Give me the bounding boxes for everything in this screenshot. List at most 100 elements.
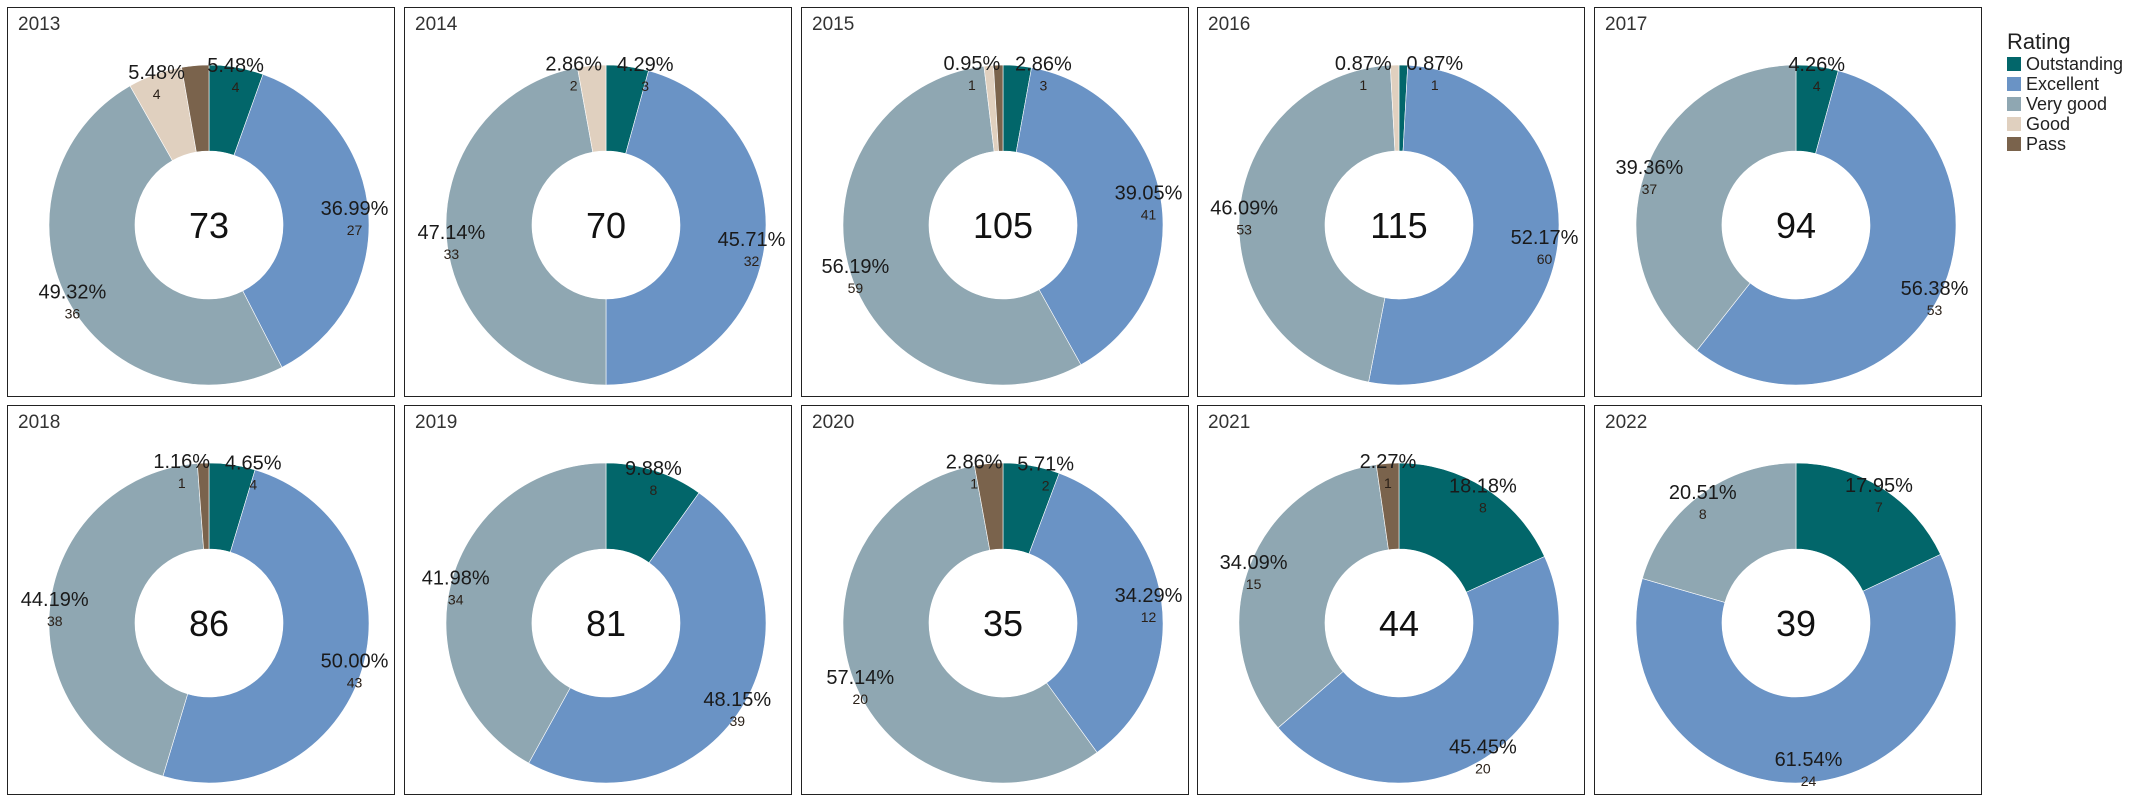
count-label: 4 [1813, 78, 1821, 94]
percent-label: 57.14% [826, 667, 894, 689]
count-label: 32 [744, 253, 760, 269]
panel-title: 2018 [18, 412, 61, 433]
legend-swatch [2007, 77, 2021, 91]
donut-chart: 94 4.26% 4 56.38% 53 39.36% 37 [1615, 54, 1969, 386]
panel-title: 2016 [1208, 14, 1251, 35]
legend-label: Outstanding [2026, 54, 2124, 74]
donut-panel-2014: 70 4.29% 3 45.71% 32 47.14% 33 2.86% 2 2014 [404, 7, 792, 397]
legend-item: Very good [2007, 94, 2123, 114]
donut-panel-2020: 35 5.71% 2 34.29% 12 57.14% 20 2.86% 1 2020 [801, 405, 1189, 795]
count-label: 4 [232, 79, 240, 95]
count-label: 27 [347, 222, 363, 238]
percent-label: 1.16% [153, 451, 210, 473]
percent-label: 52.17% [1511, 227, 1579, 249]
donut-hole [1722, 549, 1870, 697]
panel-title: 2017 [1605, 14, 1648, 35]
count-label: 53 [1927, 302, 1943, 318]
percent-label: 2.86% [545, 53, 602, 75]
donut-panel-2016: 115 0.87% 1 52.17% 60 46.09% 53 0.87% 1 2016 [1197, 7, 1585, 397]
count-label: 1 [1384, 475, 1392, 491]
donut-hole [1722, 151, 1870, 299]
legend-swatch [2007, 57, 2021, 71]
percent-label: 47.14% [418, 222, 486, 244]
count-label: 7 [1875, 499, 1883, 515]
count-label: 34 [448, 591, 464, 607]
panel-title: 2021 [1208, 412, 1251, 433]
legend-title: Rating [2007, 29, 2071, 54]
percent-label: 50.00% [321, 651, 389, 673]
donut-panel-2015: 105 2.86% 3 39.05% 41 56.19% 59 0.95% 1 2015 [801, 7, 1189, 397]
count-label: 4 [153, 86, 161, 102]
center-total: 115 [1370, 205, 1427, 246]
percent-label: 49.32% [39, 282, 107, 304]
percent-label: 34.29% [1115, 585, 1183, 607]
count-label: 3 [641, 78, 649, 94]
center-total: 81 [586, 603, 626, 644]
legend-items: Outstanding Excellent Very good Good Pass [2007, 54, 2123, 154]
center-total: 86 [189, 603, 229, 644]
count-label: 33 [444, 246, 460, 262]
center-total: 105 [973, 205, 1033, 246]
percent-label: 5.71% [1017, 453, 1074, 475]
percent-label: 9.88% [625, 458, 682, 480]
count-label: 12 [1141, 609, 1157, 625]
percent-label: 5.48% [128, 62, 185, 84]
percent-label: 56.38% [1901, 278, 1969, 300]
percent-label: 2.86% [1015, 53, 1072, 75]
count-label: 24 [1801, 773, 1817, 789]
percent-label: 18.18% [1449, 475, 1517, 497]
percent-label: 2.86% [946, 451, 1003, 473]
donut-chart: 115 0.87% 1 52.17% 60 46.09% 53 0.87% 1 [1210, 53, 1579, 386]
donut-chart: 86 4.65% 4 50.00% 43 44.19% 38 1.16% 1 [21, 451, 389, 784]
count-label: 59 [848, 280, 864, 296]
donut-panel-2021: 44 18.18% 8 45.45% 20 34.09% 15 2.27% 1 2021 [1197, 405, 1585, 795]
donut-chart: 73 5.48% 4 36.99% 27 49.32% 36 5.48% 4 [39, 55, 389, 386]
donut-chart: 44 18.18% 8 45.45% 20 34.09% 15 2.27% 1 [1220, 451, 1560, 784]
donut-chart: 105 2.86% 3 39.05% 41 56.19% 59 0.95% 1 [821, 53, 1183, 386]
legend-swatch [2007, 137, 2021, 151]
legend-item: Outstanding [2007, 54, 2123, 74]
percent-label: 45.71% [718, 229, 786, 251]
count-label: 1 [178, 475, 186, 491]
count-label: 53 [1236, 221, 1252, 237]
panel-title: 2022 [1605, 412, 1648, 433]
legend-item: Pass [2007, 134, 2123, 154]
percent-label: 36.99% [321, 198, 389, 220]
donut-panel-2013: 73 5.48% 4 36.99% 27 49.32% 36 5.48% 4 2013 [7, 7, 395, 397]
count-label: 15 [1246, 576, 1262, 592]
donut-chart: 81 9.88% 8 48.15% 39 41.98% 34 [422, 458, 771, 784]
percent-label: 39.36% [1615, 157, 1683, 179]
donut-chart: 35 5.71% 2 34.29% 12 57.14% 20 2.86% 1 [826, 451, 1183, 784]
center-total: 44 [1379, 603, 1419, 644]
donut-hole [532, 151, 680, 299]
center-total: 73 [189, 205, 229, 246]
percent-label: 2.27% [1360, 451, 1417, 473]
count-label: 43 [347, 675, 363, 691]
count-label: 36 [65, 306, 81, 322]
legend-swatch [2007, 97, 2021, 111]
count-label: 41 [1141, 207, 1157, 223]
panel-title: 2019 [415, 412, 458, 433]
panel-title: 2013 [18, 14, 61, 35]
legend-label: Good [2026, 114, 2071, 134]
donut-hole [1325, 549, 1473, 697]
count-label: 1 [1431, 77, 1439, 93]
count-label: 8 [1479, 499, 1487, 515]
percent-label: 4.26% [1788, 54, 1845, 76]
legend: Rating Outstanding Excellent Very good Good… [2007, 30, 2123, 154]
center-total: 94 [1776, 205, 1816, 246]
donut-panel-2017: 94 4.26% 4 56.38% 53 39.36% 37 2017 [1594, 7, 1982, 397]
count-label: 2 [1042, 477, 1050, 493]
donut-hole [532, 549, 680, 697]
count-label: 2 [570, 77, 578, 93]
percent-label: 45.45% [1449, 737, 1517, 759]
legend-label: Excellent [2026, 74, 2100, 94]
donut-hole [929, 549, 1077, 697]
percent-label: 46.09% [1210, 197, 1278, 219]
legend-swatch [2007, 117, 2021, 131]
donut-hole [135, 549, 283, 697]
percent-label: 0.87% [1406, 53, 1463, 75]
count-label: 8 [649, 482, 657, 498]
percent-label: 0.87% [1335, 53, 1392, 75]
count-label: 1 [1359, 77, 1367, 93]
